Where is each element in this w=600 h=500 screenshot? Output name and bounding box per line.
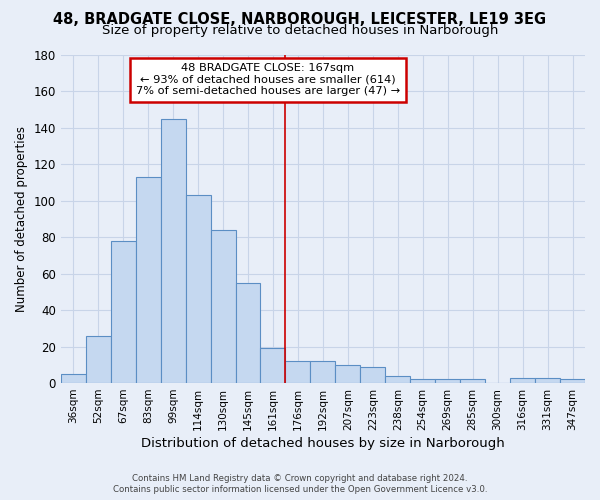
Bar xyxy=(535,378,560,383)
Y-axis label: Number of detached properties: Number of detached properties xyxy=(15,126,28,312)
Text: 48 BRADGATE CLOSE: 167sqm
← 93% of detached houses are smaller (614)
7% of semi-: 48 BRADGATE CLOSE: 167sqm ← 93% of detac… xyxy=(136,63,400,96)
Bar xyxy=(86,336,111,383)
Text: Contains HM Land Registry data © Crown copyright and database right 2024.
Contai: Contains HM Land Registry data © Crown c… xyxy=(113,474,487,494)
Bar xyxy=(560,380,585,383)
Bar xyxy=(510,378,535,383)
Bar xyxy=(361,366,385,383)
Bar xyxy=(435,380,460,383)
Bar xyxy=(286,361,310,383)
Bar xyxy=(61,374,86,383)
Bar xyxy=(335,365,361,383)
Bar xyxy=(385,376,410,383)
Bar xyxy=(185,196,211,383)
Bar xyxy=(410,380,435,383)
Bar xyxy=(136,177,161,383)
X-axis label: Distribution of detached houses by size in Narborough: Distribution of detached houses by size … xyxy=(141,437,505,450)
Bar xyxy=(211,230,236,383)
Bar xyxy=(460,380,485,383)
Bar xyxy=(111,241,136,383)
Bar xyxy=(310,361,335,383)
Bar xyxy=(236,283,260,383)
Text: 48, BRADGATE CLOSE, NARBOROUGH, LEICESTER, LE19 3EG: 48, BRADGATE CLOSE, NARBOROUGH, LEICESTE… xyxy=(53,12,547,28)
Bar xyxy=(260,348,286,383)
Text: Size of property relative to detached houses in Narborough: Size of property relative to detached ho… xyxy=(102,24,498,37)
Bar xyxy=(161,119,185,383)
